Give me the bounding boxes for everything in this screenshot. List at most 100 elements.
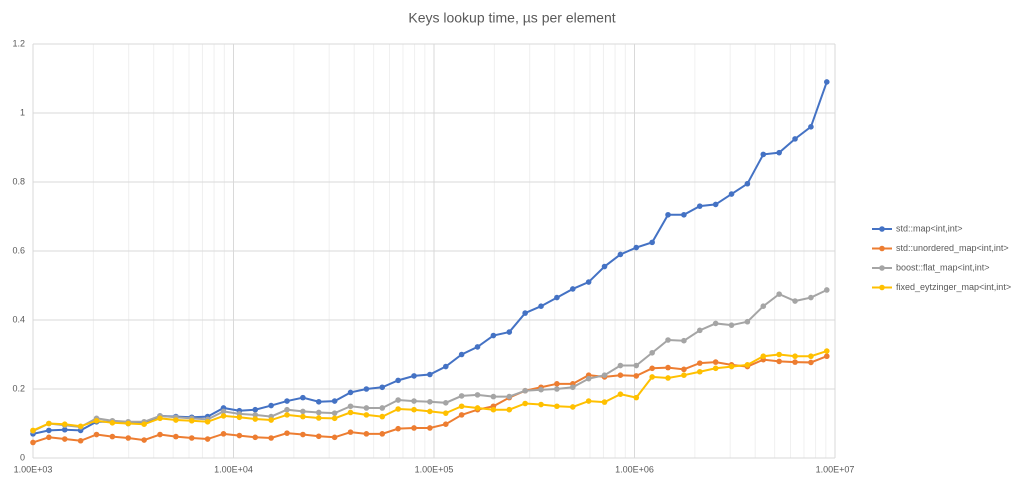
- data-point: [46, 427, 52, 434]
- data-point: [681, 366, 687, 373]
- data-point: [776, 358, 782, 365]
- data-point: [93, 431, 100, 438]
- data-point: [808, 353, 814, 360]
- data-point: [347, 403, 354, 410]
- data-point: [379, 431, 386, 437]
- data-point: [363, 431, 370, 437]
- data-point: [427, 408, 433, 415]
- data-point: [395, 377, 401, 384]
- data-point: [379, 405, 386, 411]
- data-point: [268, 402, 274, 409]
- data-point: [744, 180, 751, 187]
- data-point: [427, 371, 433, 378]
- data-point: [474, 405, 481, 411]
- data-point: [442, 400, 449, 406]
- data-point: [30, 439, 36, 446]
- data-point: [442, 363, 449, 370]
- data-point: [300, 408, 306, 415]
- data-point: [649, 374, 655, 380]
- data-point: [395, 397, 401, 403]
- data-point: [77, 437, 84, 444]
- data-point: [236, 432, 243, 439]
- data-point: [696, 368, 703, 375]
- data-point: [712, 365, 719, 372]
- data-point: [331, 398, 338, 404]
- x-tick-label: 1.00E+03: [14, 464, 53, 474]
- data-point: [411, 373, 417, 379]
- data-point: [220, 408, 227, 415]
- data-point: [315, 398, 322, 405]
- data-point: [252, 416, 259, 422]
- data-point: [331, 434, 338, 441]
- data-point: [125, 435, 132, 441]
- data-point: [204, 418, 211, 425]
- x-tick-label: 1.00E+04: [214, 464, 253, 474]
- y-tick-label: 0.2: [12, 383, 25, 393]
- data-point: [585, 279, 592, 285]
- data-point: [300, 394, 306, 401]
- data-point: [506, 393, 513, 400]
- data-point: [30, 427, 36, 434]
- data-point: [569, 404, 576, 410]
- data-point: [522, 400, 528, 407]
- data-point: [808, 124, 814, 130]
- data-point: [284, 398, 290, 404]
- data-point: [490, 406, 497, 413]
- data-point: [665, 337, 671, 343]
- data-point: [315, 409, 322, 416]
- data-point: [538, 401, 544, 408]
- data-point: [776, 291, 782, 297]
- data-point: [744, 318, 751, 325]
- data-point: [395, 406, 401, 412]
- data-point: [490, 332, 497, 339]
- data-point: [649, 365, 655, 372]
- data-point: [554, 294, 560, 301]
- data-point: [601, 372, 608, 379]
- data-point: [760, 151, 767, 158]
- data-point: [808, 359, 814, 366]
- data-point: [173, 433, 179, 440]
- data-point: [77, 423, 84, 430]
- data-point: [268, 417, 274, 423]
- data-point: [61, 436, 68, 442]
- data-point: [728, 322, 735, 328]
- data-point: [300, 431, 306, 438]
- data-point: [823, 348, 830, 354]
- data-point: [379, 384, 386, 391]
- y-tick-label: 1.2: [12, 38, 25, 48]
- x-tick-label: 1.00E+05: [415, 464, 454, 474]
- data-point: [268, 435, 274, 441]
- data-point: [490, 393, 497, 400]
- data-point: [681, 337, 687, 344]
- data-point: [744, 362, 751, 368]
- legend-label: fixed_eytzinger_map<int,int>: [896, 282, 1011, 292]
- legend-label: boost::flat_map<int,int>: [896, 262, 990, 272]
- data-point: [538, 386, 544, 393]
- data-point: [808, 294, 814, 301]
- y-tick-label: 0.4: [12, 314, 25, 324]
- data-point: [649, 239, 655, 246]
- data-point: [585, 398, 592, 404]
- data-point: [252, 406, 259, 413]
- data-point: [395, 425, 401, 432]
- data-point: [188, 435, 195, 441]
- data-point: [760, 303, 767, 310]
- data-point: [712, 320, 719, 327]
- data-point: [125, 420, 132, 427]
- data-point: [61, 421, 68, 427]
- y-tick-label: 0: [20, 452, 25, 462]
- y-tick-label: 0.8: [12, 176, 25, 186]
- legend-label: std::unordered_map<int,int>: [896, 243, 1009, 253]
- data-point: [601, 263, 608, 270]
- data-point: [363, 412, 370, 418]
- data-point: [823, 287, 830, 293]
- data-point: [554, 403, 560, 410]
- data-point: [474, 392, 481, 398]
- data-point: [109, 433, 116, 440]
- data-point: [776, 149, 782, 156]
- legend-marker: [879, 245, 885, 252]
- data-point: [157, 415, 163, 422]
- data-point: [157, 431, 163, 438]
